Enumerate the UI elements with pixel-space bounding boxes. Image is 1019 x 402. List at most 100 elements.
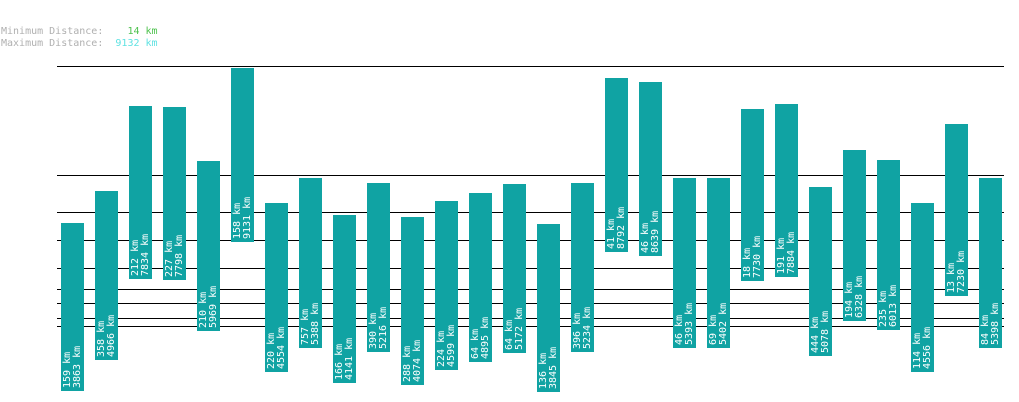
bar-low-label: 46 km: [640, 223, 651, 253]
bar-high-label: 4556 km: [922, 327, 933, 369]
bar-low-label: 212 km: [130, 240, 141, 276]
distance-summary: Minimum Distance: 14 km Maximum Distance…: [1, 26, 158, 50]
bar-group: 390 km 5216 km: [367, 183, 390, 352]
bar-high-label: 3863 km: [72, 346, 83, 388]
bar-group: 64 km 4895 km: [469, 193, 492, 362]
bar-low-label: 224 km: [436, 331, 447, 367]
bar-high-label: 5969 km: [208, 286, 219, 328]
bar-group: 396 km 5234 km: [571, 183, 594, 352]
bar-group: 220 km 4554 km: [265, 203, 288, 372]
bar: [265, 203, 288, 372]
bar-group: 158 km 9131 km: [231, 68, 254, 242]
bar: [469, 193, 492, 362]
bar: [877, 160, 900, 330]
bar-high-label: 4895 km: [480, 317, 491, 359]
bar-low-label: 396 km: [572, 313, 583, 349]
bar-group: 64 km 5172 km: [503, 184, 526, 353]
bar-high-label: 7834 km: [140, 234, 151, 276]
bar: [163, 107, 186, 280]
bar-low-label: 227 km: [164, 241, 175, 277]
max-distance-label: Maximum Distance:: [1, 38, 104, 49]
bar-group: 166 km 4141 km: [333, 215, 356, 383]
bar-low-label: 210 km: [198, 292, 209, 328]
bar: [673, 178, 696, 348]
bar-low-label: 41 km: [606, 219, 617, 249]
bar-low-label: 158 km: [232, 203, 243, 239]
bar-low-label: 13 km: [946, 263, 957, 293]
bar-low-label: 288 km: [402, 346, 413, 382]
bar: [537, 224, 560, 392]
bar-high-label: 4599 km: [446, 325, 457, 367]
bar-high-label: 4074 km: [412, 340, 423, 382]
min-distance-label: Minimum Distance:: [1, 26, 104, 37]
bar: [503, 184, 526, 353]
min-distance-value: 14 km: [127, 26, 158, 37]
bar-low-label: 444 km: [810, 317, 821, 353]
bar-low-label: 64 km: [504, 320, 515, 350]
bar: [741, 109, 764, 281]
bar-low-label: 194 km: [844, 282, 855, 318]
bar: [571, 183, 594, 352]
bar-group: 41 km 8792 km: [605, 78, 628, 252]
bar: [197, 161, 220, 331]
bar-low-label: 358 km: [96, 321, 107, 357]
bar: [707, 178, 730, 348]
bar-low-label: 159 km: [62, 352, 73, 388]
bar-high-label: 5402 km: [718, 303, 729, 345]
bar-high-label: 5388 km: [310, 303, 321, 345]
bar: [61, 223, 84, 391]
bar: [605, 78, 628, 252]
bar-group: 757 km 5388 km: [299, 178, 322, 348]
bar: [775, 104, 798, 277]
bars-group: 159 km 3863 km 358 km 4966 km 212 km 7834 km 2…: [61, 68, 1002, 392]
bar-low-label: 18 km: [742, 248, 753, 278]
bar-group: 358 km 4966 km: [95, 191, 118, 360]
bar-group: 46 km 8639 km: [639, 82, 662, 256]
bar-group: 84 km 5398 km: [979, 178, 1002, 348]
bar-low-label: 69 km: [708, 315, 719, 345]
bar: [129, 106, 152, 279]
bar-group: 194 km 6328 km: [843, 150, 866, 321]
bar-group: 210 km 5969 km: [197, 161, 220, 331]
bar-high-label: 5234 km: [582, 307, 593, 349]
bar-high-label: 4966 km: [106, 315, 117, 357]
bar-low-label: 64 km: [470, 329, 481, 359]
bar-low-label: 390 km: [368, 313, 379, 349]
bar-high-label: 7230 km: [956, 251, 967, 293]
bar-high-label: 7884 km: [786, 232, 797, 274]
bar: [401, 217, 424, 385]
bar: [639, 82, 662, 256]
bar-high-label: 6328 km: [854, 276, 865, 318]
bar-high-label: 7730 km: [752, 236, 763, 278]
bar-high-label: 3845 km: [548, 347, 559, 389]
bar-low-label: 220 km: [266, 333, 277, 369]
bar-group: 136 km 3845 km: [537, 224, 560, 392]
bar-low-label: 757 km: [300, 309, 311, 345]
bar-group: 13 km 7230 km: [945, 124, 968, 296]
bar-low-label: 46 km: [674, 315, 685, 345]
bar: [843, 150, 866, 321]
bar-group: 227 km 7798 km: [163, 107, 186, 280]
bar: [809, 187, 832, 356]
bar-high-label: 5078 km: [820, 311, 831, 353]
bar-low-label: 84 km: [980, 315, 991, 345]
bar-high-label: 7798 km: [174, 235, 185, 277]
bar-low-label: 235 km: [878, 291, 889, 327]
bar-high-label: 5393 km: [684, 303, 695, 345]
bar-low-label: 191 km: [776, 238, 787, 274]
bar-group: 224 km 4599 km: [435, 201, 458, 370]
bar: [367, 183, 390, 352]
bar-group: 235 km 6013 km: [877, 160, 900, 330]
bar-group: 159 km 3863 km: [61, 223, 84, 391]
bar: [945, 124, 968, 296]
bar-high-label: 4141 km: [344, 338, 355, 380]
bar: [435, 201, 458, 370]
bar-high-label: 4554 km: [276, 327, 287, 369]
bar: [299, 178, 322, 348]
bar: [911, 203, 934, 372]
bar-group: 114 km 4556 km: [911, 203, 934, 372]
bar-high-label: 9131 km: [242, 197, 253, 239]
bar-high-label: 5172 km: [514, 308, 525, 350]
bar-high-label: 5398 km: [990, 303, 1001, 345]
